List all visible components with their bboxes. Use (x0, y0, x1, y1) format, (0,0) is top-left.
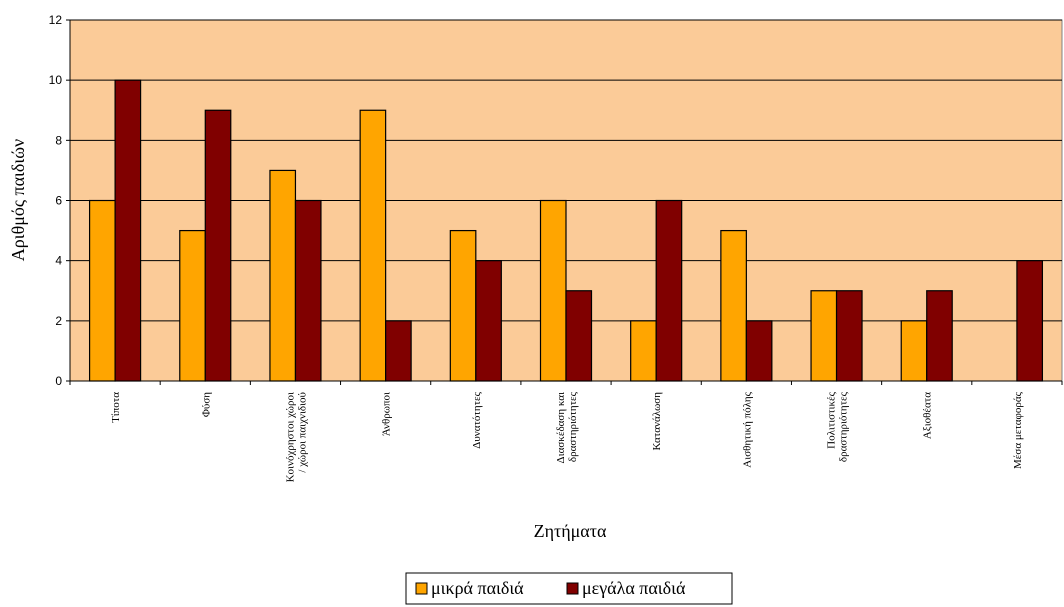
x-tick-label: Κατανάλωση (651, 392, 663, 451)
bar-small (359, 109, 387, 382)
bar-small (630, 320, 657, 382)
x-tick-label: Τίποτα (110, 392, 122, 423)
svg-text:Τίποτα: Τίποτα (110, 392, 122, 423)
x-tick-label: Αισθητική πόλης (741, 391, 753, 467)
svg-text:Κατανάλωση: Κατανάλωση (651, 392, 663, 451)
y-tick-label: 4 (55, 254, 62, 268)
legend-swatch-small (415, 582, 428, 595)
y-tick-label: 6 (55, 194, 62, 208)
bar-small (810, 290, 838, 382)
x-tick-label: Φύση (200, 392, 212, 417)
bar-large (204, 109, 232, 382)
y-tick-label: 10 (49, 73, 63, 87)
bar-large (385, 320, 412, 382)
bar-large (926, 290, 953, 382)
bar-small (88, 199, 116, 382)
bar-large (475, 260, 502, 382)
x-tick-label: Άνθρωποι (381, 392, 393, 436)
y-tick-label: 0 (55, 374, 62, 388)
x-tick-label: Κοινόχρηστοι χώροι/ χώροι παιχνιδιού (284, 391, 308, 482)
bar-small (720, 229, 747, 382)
bar-large (835, 290, 863, 382)
svg-text:Φύση: Φύση (200, 392, 212, 417)
legend-swatch-large (566, 582, 579, 595)
y-axis-title: Αριθμός παιδιών (8, 139, 28, 261)
svg-text:Διασκέδαση καιδραστηριότητες: Διασκέδαση καιδραστηριότητες (555, 391, 579, 463)
bar-large (1016, 260, 1044, 382)
svg-text:Μέσα μεταφοράς: Μέσα μεταφοράς (1012, 391, 1024, 469)
x-axis-title: Ζητήματα (534, 521, 607, 541)
x-tick-label: Πολιτιστικέςδραστηριότητες (826, 391, 850, 462)
x-tick-label: Διασκέδαση καιδραστηριότητες (555, 391, 579, 463)
legend: μικρά παιδιά μεγάλα παιδιά (405, 572, 733, 605)
svg-text:Αξιοθέατα: Αξιοθέατα (922, 392, 934, 439)
svg-text:Αισθητική πόλης: Αισθητική πόλης (741, 391, 753, 467)
bar-large (294, 199, 322, 382)
y-tick-label: 2 (55, 314, 62, 328)
x-tick-label: Δυνατότητες (471, 391, 483, 448)
svg-text:Πολιτιστικέςδραστηριότητες: Πολιτιστικέςδραστηριότητες (826, 391, 850, 462)
bar-large (745, 320, 773, 382)
x-tick-label: Μέσα μεταφοράς (1012, 391, 1024, 469)
svg-text:Δυνατότητες: Δυνατότητες (471, 391, 483, 448)
y-tick-labels: 0 2 4 6 8 10 12 (49, 13, 70, 388)
y-tick-label: 8 (55, 133, 62, 147)
bar-small (179, 229, 206, 382)
bar-large (114, 79, 142, 382)
bar-small (539, 199, 567, 382)
bars (88, 79, 1044, 382)
bar-small (900, 320, 928, 382)
bar-small (449, 229, 477, 382)
svg-text:Άνθρωποι: Άνθρωποι (381, 392, 393, 436)
y-tick-label: 12 (49, 13, 63, 27)
gridlines (70, 19, 1062, 322)
bar-large (655, 199, 683, 382)
x-tick-label: Αξιοθέατα (922, 392, 934, 439)
legend-label-large: μεγάλα παιδιά (582, 578, 686, 598)
legend-label-small: μικρά παιδιά (431, 578, 524, 598)
svg-text:Κοινόχρηστοι χώροι/ χώροι παιχ: Κοινόχρηστοι χώροι/ χώροι παιχνιδιού (284, 391, 308, 482)
bar-small (269, 169, 297, 382)
x-tick-labels: Τίποτα Φύση Κοινόχρηστοι χώροι/ χώροι παιχ… (69, 381, 1063, 482)
bar-large (565, 290, 593, 382)
